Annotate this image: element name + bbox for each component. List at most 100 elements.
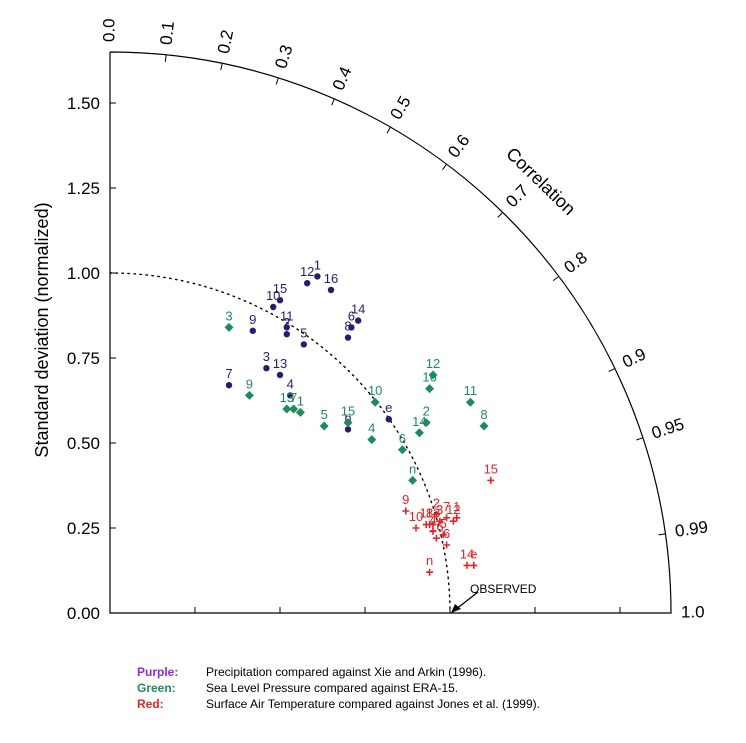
point-marker bbox=[449, 517, 457, 525]
corr-tick-label: 0.9 bbox=[619, 344, 649, 371]
point-label: 4 bbox=[429, 512, 436, 527]
legend-row-green: Green: Sea Level Pressure compared again… bbox=[137, 680, 540, 696]
point-marker bbox=[224, 322, 234, 332]
corr-tick bbox=[220, 63, 223, 71]
point-marker bbox=[397, 445, 407, 455]
point-label: 14 bbox=[351, 302, 365, 317]
point-label: 13 bbox=[273, 356, 287, 371]
point-label: 3 bbox=[263, 349, 270, 364]
point-marker bbox=[276, 371, 284, 379]
point-marker bbox=[453, 514, 461, 522]
corr-tick-label: 0.0 bbox=[99, 18, 118, 42]
point-marker bbox=[479, 421, 489, 431]
point-label: 12 bbox=[446, 502, 460, 517]
point-label: 8 bbox=[344, 319, 351, 334]
legend-text-green: Sea Level Pressure compared against ERA-… bbox=[206, 681, 459, 695]
point-marker bbox=[295, 407, 305, 417]
legend-row-red: Red: Surface Air Temperature compared ag… bbox=[137, 696, 540, 712]
point-marker bbox=[304, 280, 311, 287]
point-label: 15 bbox=[273, 281, 287, 296]
point-label: 10 bbox=[409, 509, 423, 524]
point-label: 1 bbox=[453, 499, 460, 514]
legend: Purple: Precipitation compared against X… bbox=[137, 664, 540, 712]
corr-tick-label: 0.99 bbox=[674, 517, 709, 540]
corr-tick-label: 0.8 bbox=[560, 248, 590, 277]
point-label: 9 bbox=[249, 312, 256, 327]
point-label: e bbox=[385, 400, 392, 415]
corr-tick-label: 0.2 bbox=[214, 28, 237, 55]
point-marker bbox=[244, 390, 254, 400]
point-marker bbox=[314, 273, 321, 280]
point-marker bbox=[289, 404, 299, 414]
observed-arrow bbox=[454, 591, 479, 611]
point-marker bbox=[283, 324, 290, 331]
y-axis-label: Standard deviation (normalized) bbox=[32, 202, 52, 457]
legend-key-red: Red: bbox=[137, 697, 164, 711]
corr-tick bbox=[497, 212, 504, 218]
point-label: e bbox=[470, 546, 477, 561]
legend-text-red: Surface Air Temperature compared against… bbox=[206, 697, 540, 711]
point-label: 15 bbox=[341, 404, 355, 419]
point-marker bbox=[432, 510, 440, 518]
point-label: 8 bbox=[480, 407, 487, 422]
point-marker bbox=[470, 561, 478, 569]
corr-tick bbox=[386, 126, 391, 134]
point-label: 11 bbox=[464, 383, 478, 398]
point-marker bbox=[282, 404, 292, 414]
point-marker bbox=[287, 392, 294, 399]
point-marker bbox=[249, 327, 256, 334]
point-label: 2 bbox=[283, 315, 290, 330]
corr-tick-label: 0.7 bbox=[502, 181, 532, 211]
point-label: 4 bbox=[287, 376, 294, 391]
point-marker bbox=[370, 397, 380, 407]
point-marker bbox=[414, 428, 424, 438]
point-marker bbox=[343, 418, 353, 428]
point-label: 15 bbox=[484, 461, 498, 476]
taylor-diagram: 0.000.250.500.751.001.251.50 0.0 0.1 0.20.… bbox=[32, 18, 709, 623]
point-marker bbox=[270, 303, 277, 311]
point-marker bbox=[355, 317, 362, 324]
corr-tick bbox=[441, 163, 448, 171]
point-marker bbox=[344, 426, 352, 433]
point-marker bbox=[463, 561, 471, 569]
point-marker bbox=[319, 421, 329, 431]
point-marker bbox=[344, 334, 352, 341]
corr-tick bbox=[608, 368, 616, 372]
point-marker bbox=[439, 531, 447, 539]
point-marker bbox=[348, 324, 355, 331]
point-label: 14 bbox=[412, 414, 426, 429]
y-tick-label: 0.25 bbox=[67, 519, 100, 538]
point-label: 12 bbox=[426, 356, 440, 371]
y-tick-label: 1.00 bbox=[67, 264, 100, 283]
point-label: 7 bbox=[225, 366, 232, 381]
point-label: 6 bbox=[443, 526, 450, 541]
point-marker bbox=[300, 341, 307, 348]
point-label: 16 bbox=[422, 370, 436, 385]
corr-tick-label: 1.0 bbox=[681, 602, 705, 621]
y-tick-label: 0.75 bbox=[67, 349, 100, 368]
corr-tick-label: 0.6 bbox=[444, 131, 473, 161]
point-marker bbox=[402, 507, 410, 515]
corr-tick-label: 0.1 bbox=[157, 20, 178, 45]
reference-arc-path bbox=[109, 272, 451, 614]
legend-text-purple: Precipitation compared against Xie and A… bbox=[206, 665, 487, 679]
point-marker bbox=[412, 524, 420, 532]
reference-arc bbox=[109, 272, 451, 614]
point-marker bbox=[429, 527, 437, 535]
corr-tick bbox=[636, 437, 644, 441]
y-tick-label: 0.50 bbox=[67, 434, 100, 453]
observed-label: OBSERVED bbox=[470, 582, 537, 596]
point-label: 6 bbox=[348, 308, 355, 323]
corr-tick-label: 0.3 bbox=[271, 43, 296, 71]
frame-outline bbox=[109, 51, 672, 614]
point-marker bbox=[225, 382, 233, 389]
correlation-axis: 0.0 0.1 0.2 0.3 0.4 0.5 0.6 0.7 0.8 0.9 0.95 0.99 1.… bbox=[99, 18, 709, 621]
observed-arrowhead bbox=[451, 604, 461, 613]
point-marker bbox=[421, 418, 431, 428]
point-label: 2 bbox=[423, 404, 430, 419]
point-marker bbox=[432, 534, 440, 542]
